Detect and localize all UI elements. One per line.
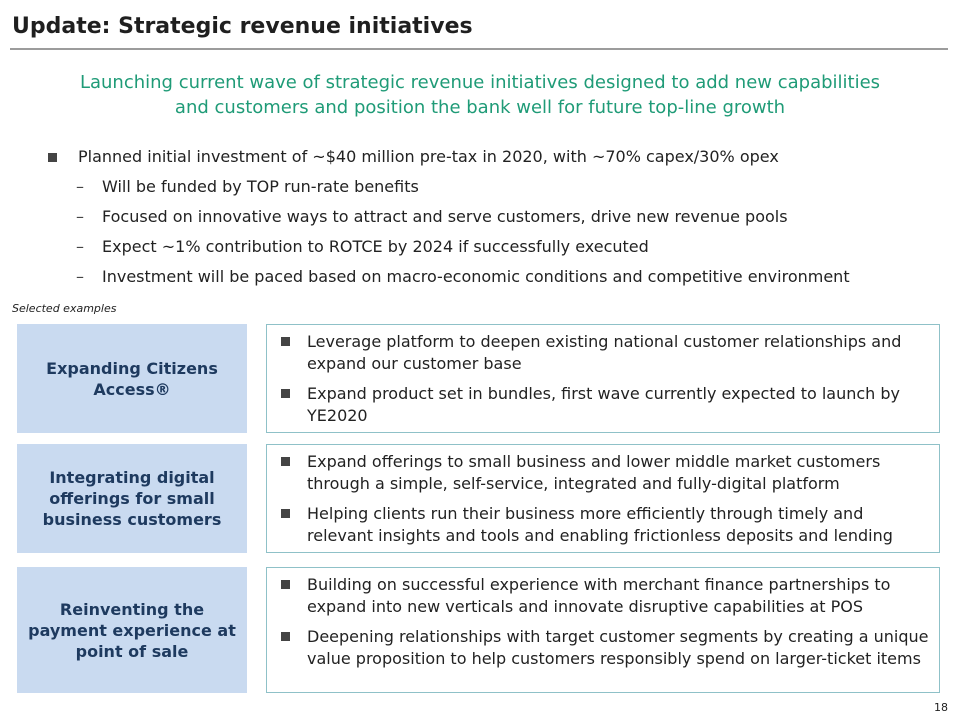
- initiative-point: Expand product set in bundles, first wav…: [281, 383, 929, 427]
- initiative-point-text: Leverage platform to deepen existing nat…: [307, 332, 902, 373]
- initiative-content: Building on successful experience with m…: [266, 567, 940, 693]
- bullet-sub: – Will be funded by TOP run-rate benefit…: [56, 176, 940, 206]
- initiative-point-text: Deepening relationships with target cust…: [307, 627, 929, 668]
- bullet-main-text: Planned initial investment of ~$40 milli…: [78, 147, 779, 166]
- subtitle-line-2: and customers and position the bank well…: [174, 97, 786, 118]
- initiative-label-line: offerings for small: [49, 489, 215, 508]
- initiative-point-text: Helping clients run their business more …: [307, 504, 893, 545]
- bullet-list: Planned initial investment of ~$40 milli…: [48, 146, 940, 296]
- square-bullet-icon: [48, 153, 57, 162]
- page-number: 18: [934, 701, 948, 714]
- title-divider: [10, 48, 948, 50]
- page-title: Update: Strategic revenue initiatives: [12, 14, 473, 39]
- initiative-label-line: Expanding Citizens: [46, 358, 218, 378]
- square-bullet-icon: [281, 632, 290, 641]
- dash-bullet-icon: –: [76, 267, 84, 286]
- initiative-label: Expanding Citizens Access®: [17, 324, 247, 433]
- initiative-point: Deepening relationships with target cust…: [281, 626, 929, 670]
- dash-bullet-icon: –: [76, 237, 84, 256]
- bullet-sub: – Investment will be paced based on macr…: [56, 266, 940, 296]
- bullet-sub-text: Expect ~1% contribution to ROTCE by 2024…: [102, 237, 649, 256]
- initiative-label-line: business customers: [42, 510, 222, 529]
- initiative-row: Reinventing the payment experience at po…: [17, 567, 940, 693]
- initiative-point: Helping clients run their business more …: [281, 503, 929, 547]
- bullet-sub: – Expect ~1% contribution to ROTCE by 20…: [56, 236, 940, 266]
- initiative-point: Building on successful experience with m…: [281, 574, 929, 618]
- selected-examples-label: Selected examples: [12, 302, 117, 315]
- subtitle-line-1: Launching current wave of strategic reve…: [79, 72, 881, 93]
- square-bullet-icon: [281, 580, 290, 589]
- square-bullet-icon: [281, 389, 290, 398]
- initiative-label-line: Reinventing the: [59, 599, 205, 619]
- initiative-label: Integrating digital offerings for small …: [17, 444, 247, 553]
- initiative-point-text: Building on successful experience with m…: [307, 575, 891, 616]
- initiative-point-text: Expand product set in bundles, first wav…: [307, 384, 901, 425]
- subtitle: Launching current wave of strategic reve…: [40, 70, 920, 120]
- initiative-content: Expand offerings to small business and l…: [266, 444, 940, 553]
- bullet-sub-text: Investment will be paced based on macro-…: [102, 267, 850, 286]
- bullet-sub-text: Will be funded by TOP run-rate benefits: [102, 177, 419, 196]
- dash-bullet-icon: –: [76, 177, 84, 196]
- initiative-row: Expanding Citizens Access® Leverage plat…: [17, 324, 940, 433]
- dash-bullet-icon: –: [76, 207, 84, 226]
- bullet-sub: – Focused on innovative ways to attract …: [56, 206, 940, 236]
- initiative-label-line: point of sale: [75, 641, 189, 661]
- initiative-label-line: payment experience at: [28, 620, 236, 640]
- initiative-row: Integrating digital offerings for small …: [17, 444, 940, 553]
- square-bullet-icon: [281, 509, 290, 518]
- initiative-label-line: Integrating digital: [49, 468, 215, 487]
- square-bullet-icon: [281, 457, 290, 466]
- bullet-sub-text: Focused on innovative ways to attract an…: [102, 207, 788, 226]
- initiative-point-text: Expand offerings to small business and l…: [307, 452, 881, 493]
- initiative-label: Reinventing the payment experience at po…: [17, 567, 247, 693]
- initiative-content: Leverage platform to deepen existing nat…: [266, 324, 940, 433]
- bullet-main: Planned initial investment of ~$40 milli…: [48, 146, 940, 176]
- square-bullet-icon: [281, 337, 290, 346]
- initiative-point: Leverage platform to deepen existing nat…: [281, 331, 929, 375]
- initiative-label-line: Access®: [93, 379, 171, 399]
- initiative-point: Expand offerings to small business and l…: [281, 451, 929, 495]
